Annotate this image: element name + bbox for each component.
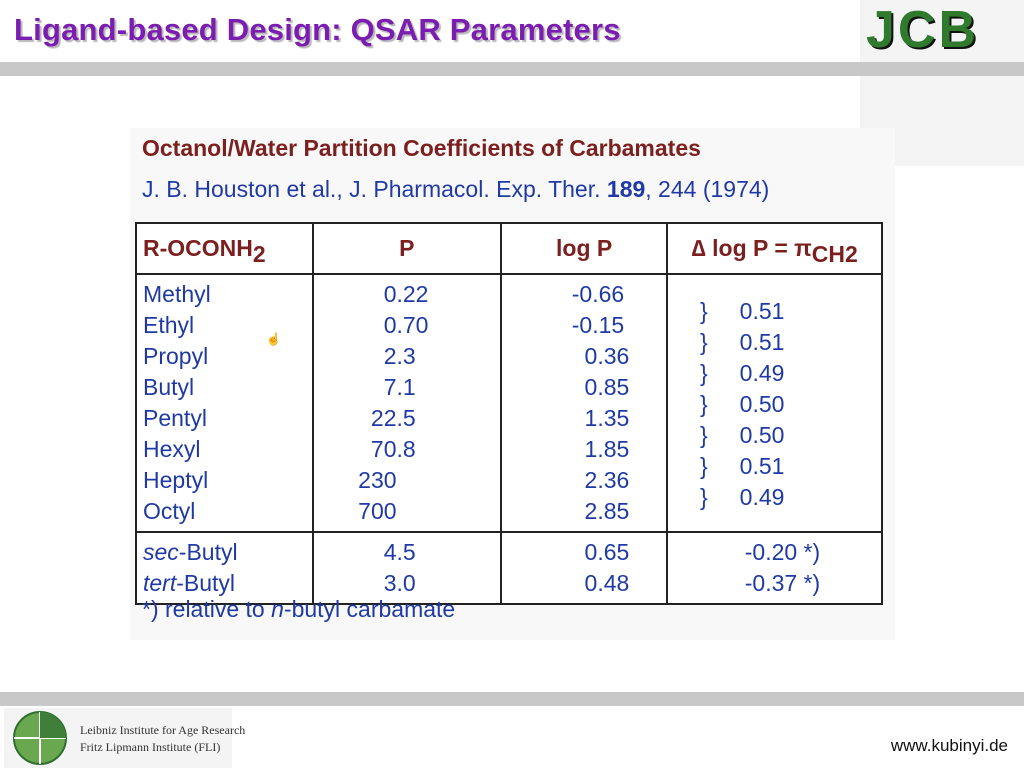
header-divider: [0, 62, 1024, 76]
branched-logp-cell: 0.65 0.48: [499, 531, 669, 605]
fli-logo-icon: [13, 711, 67, 765]
delta-values: } 0.51 } 0.51 } 0.49 } 0.50 } 0.50 } 0.5…: [700, 298, 785, 510]
p-values: 0.22 0.70 2.3 7.1 22.5 70.8 230 700: [358, 281, 429, 524]
names-cell: Methyl Ethyl Propyl Butyl Pentyl Hexyl H…: [135, 273, 314, 533]
branched-names-cell: sec-Butyl tert-Butyl: [135, 531, 314, 605]
logp-cell: -0.66 -0.15 0.36 0.85 1.35 1.85 2.36 2.8…: [499, 273, 669, 533]
delta-cell: } 0.51 } 0.51 } 0.49 } 0.50 } 0.50 } 0.5…: [666, 273, 883, 533]
jcb-logo: JCB: [866, 1, 980, 59]
branched-delta-cell: -0.20 *) -0.37 *): [666, 531, 883, 605]
table-header-row: R-OCONH2 P log P ∆ log P = πCH2: [135, 222, 883, 275]
logp-values: -0.66 -0.15 0.36 0.85 1.35 1.85 2.36 2.8…: [571, 281, 630, 524]
table-footnote: *) relative to n-butyl carbamate: [142, 596, 456, 622]
table-row-branched: sec-Butyl tert-Butyl 4.5 3.0 0.65 0.48 -…: [135, 531, 883, 605]
branched-names: sec-Butyl tert-Butyl: [137, 533, 312, 603]
institute-name: Leibniz Institute for Age Research: [80, 723, 246, 737]
header-logp: log P: [499, 222, 669, 275]
table-title: Octanol/Water Partition Coefficients of …: [142, 135, 701, 161]
substituent-names: Methyl Ethyl Propyl Butyl Pentyl Hexyl H…: [143, 281, 211, 524]
branched-p-cell: 4.5 3.0: [311, 531, 502, 605]
branched-delta-values: -0.20 *) -0.37 *): [744, 539, 821, 596]
branched-p-values: 4.5 3.0: [383, 539, 416, 596]
logo-area: [860, 0, 1024, 62]
hand-cursor-icon: ☝: [266, 332, 281, 346]
partition-table: R-OCONH2 P log P ∆ log P = πCH2 Methyl E…: [135, 222, 883, 605]
page-title: Ligand-based Design: QSAR Parameters: [14, 12, 621, 47]
table-row-linear: Methyl Ethyl Propyl Butyl Pentyl Hexyl H…: [135, 273, 883, 533]
website-link[interactable]: www.kubinyi.de: [890, 736, 1008, 755]
institute-subname: Fritz Lipmann Institute (FLI): [80, 740, 221, 754]
header-delta-logp: ∆ log P = πCH2: [666, 222, 883, 275]
p-cell: 0.22 0.70 2.3 7.1 22.5 70.8 230 700: [311, 273, 502, 533]
header-substituent: R-OCONH2: [135, 222, 314, 275]
header-p: P: [311, 222, 502, 275]
branched-logp-values: 0.65 0.48: [584, 539, 630, 596]
branched-name-tert: tert-Butyl: [143, 570, 236, 596]
branched-name-sec: sec-Butyl: [143, 539, 238, 565]
reference-citation: J. B. Houston et al., J. Pharmacol. Exp.…: [142, 176, 770, 202]
footer-divider: [0, 692, 1024, 706]
